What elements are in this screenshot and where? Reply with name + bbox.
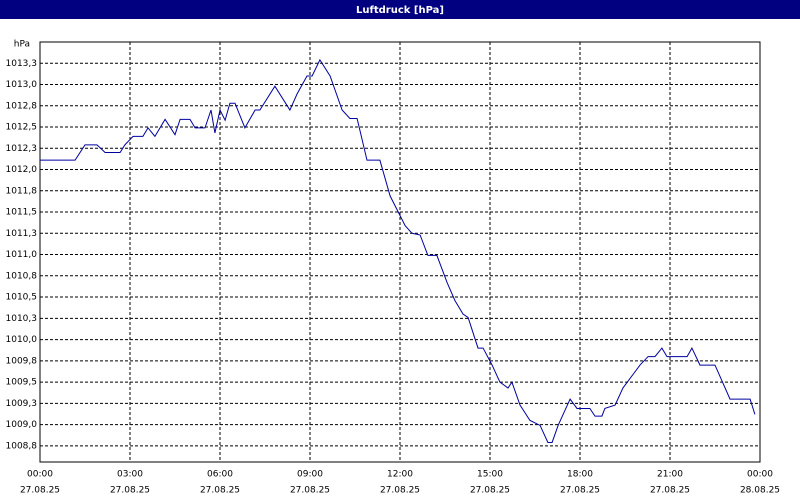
x-tick-date: 27.08.25: [380, 486, 420, 496]
y-tick-label: 1009,0: [6, 420, 38, 430]
x-tick-date: 27.08.25: [110, 486, 150, 496]
y-tick-label: 1010,3: [6, 314, 38, 324]
y-tick-label: 1010,0: [6, 335, 38, 345]
x-tick-date: 27.08.25: [470, 486, 510, 496]
y-tick-label: 1009,5: [6, 378, 38, 388]
x-tick-label: 00:00: [27, 470, 53, 480]
x-tick-label: 00:00: [747, 470, 773, 480]
y-tick-label: 1013,0: [6, 80, 38, 90]
y-axis-label: hPa: [14, 40, 30, 50]
x-tick-label: 15:00: [477, 470, 503, 480]
x-tick-label: 06:00: [207, 470, 233, 480]
y-tick-label: 1011,8: [6, 186, 38, 196]
y-tick-label: 1012,8: [6, 101, 38, 111]
x-tick-date: 27.08.25: [560, 486, 600, 496]
y-tick-label: 1012,5: [6, 123, 38, 133]
x-tick-label: 18:00: [567, 470, 593, 480]
x-tick-date: 27.08.25: [200, 486, 240, 496]
y-tick-label: 1011,3: [6, 229, 38, 239]
title-bar: [0, 0, 800, 19]
y-tick-label: 1011,5: [6, 208, 38, 218]
y-tick-label: 1010,5: [6, 293, 38, 303]
x-tick-label: 12:00: [387, 470, 413, 480]
x-tick-label: 21:00: [657, 470, 683, 480]
x-tick-date: 27.08.25: [290, 486, 330, 496]
y-tick-label: 1012,0: [6, 165, 38, 175]
y-tick-label: 1011,0: [6, 250, 38, 260]
y-tick-label: 1012,3: [6, 144, 38, 154]
x-tick-label: 09:00: [297, 470, 323, 480]
y-tick-label: 1009,3: [6, 399, 38, 409]
data-line: [40, 58, 756, 443]
plot-border: [39, 41, 761, 463]
y-tick-label: 1008,8: [6, 441, 38, 451]
y-tick-label: 1010,8: [6, 271, 38, 281]
x-tick-date: 27.08.25: [20, 486, 60, 496]
y-tick-label: 1009,8: [6, 356, 38, 366]
chart-title: Luftdruck [hPa]: [356, 5, 444, 16]
y-tick-label: 1013,3: [6, 59, 38, 69]
x-tick-date: 27.08.25: [650, 486, 690, 496]
x-tick-label: 03:00: [117, 470, 143, 480]
x-tick-date: 28.08.25: [740, 486, 780, 496]
